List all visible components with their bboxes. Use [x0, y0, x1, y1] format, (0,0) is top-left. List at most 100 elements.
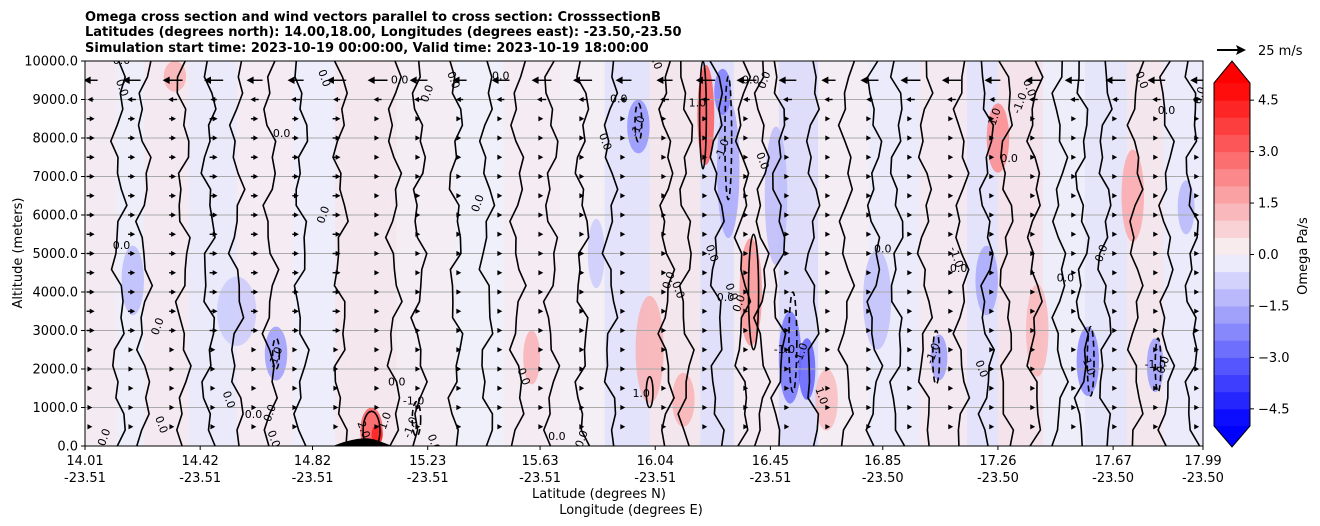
wind-vector — [948, 385, 954, 391]
wind-vector-head — [784, 173, 790, 180]
wind-vector — [989, 116, 995, 122]
wind-vector-head — [866, 116, 872, 122]
wind-vector — [538, 347, 544, 353]
wind-vector-head — [335, 212, 341, 218]
wind-vector — [989, 347, 995, 353]
wind-vector-head — [620, 270, 626, 276]
contour-zero-line — [1073, 61, 1090, 446]
wind-vector-head — [743, 96, 748, 103]
wind-vector — [251, 366, 257, 372]
wind-vector-head — [415, 212, 421, 218]
wind-vector — [122, 76, 141, 84]
wind-vector-head — [1071, 270, 1077, 276]
wind-vector — [250, 193, 259, 199]
contour-label: 0.0 — [265, 428, 283, 449]
colorbar-segment — [1214, 100, 1250, 118]
wind-vector — [251, 404, 257, 411]
wind-vector — [86, 327, 95, 334]
wind-vector-head — [130, 193, 136, 199]
wind-vector-head — [87, 404, 93, 411]
colorbar-outline — [1213, 60, 1251, 448]
wind-vector — [784, 154, 790, 160]
wind-vector — [292, 308, 299, 314]
wind-vector — [743, 385, 749, 391]
wind-vector-head — [333, 424, 339, 430]
wind-vector-head — [292, 347, 298, 353]
wind-vector-head — [415, 366, 421, 372]
wind-vector-head — [128, 424, 134, 430]
wind-vector — [1194, 385, 1200, 391]
wind-vector — [661, 385, 667, 391]
wind-vector-head — [825, 366, 831, 372]
wind-vector-head — [615, 76, 623, 84]
wind-vector-head — [1153, 424, 1159, 430]
contour-zero-line — [1097, 61, 1113, 446]
wind-vector — [169, 404, 175, 411]
wind-vector — [619, 96, 628, 103]
wind-vector — [497, 173, 503, 180]
wind-vector — [128, 193, 136, 199]
wind-vector-head — [579, 347, 585, 353]
wind-vector — [497, 135, 503, 141]
colorbar-segment — [1214, 168, 1250, 187]
wind-vector-head — [989, 270, 995, 276]
wind-vector — [989, 270, 995, 276]
wind-vector-head — [620, 193, 626, 199]
wind-vectors — [85, 76, 1203, 430]
wind-vector — [1071, 327, 1077, 334]
wind-vector-head — [1112, 385, 1118, 391]
wind-vector-head — [825, 250, 831, 257]
wind-vector — [374, 308, 380, 314]
wind-vector-head — [1194, 385, 1200, 391]
wind-vector — [250, 116, 259, 122]
wind-vector-head — [456, 116, 462, 122]
wind-vector — [538, 385, 544, 391]
wind-vector-head — [538, 327, 544, 334]
contour-label: 0.0 — [444, 70, 462, 91]
wind-vector-head — [579, 116, 585, 122]
wind-vector — [907, 231, 913, 237]
wind-vector — [866, 385, 872, 391]
contour-zero-line — [384, 61, 403, 446]
wind-vector-head — [415, 308, 421, 314]
wind-vector — [332, 289, 341, 295]
wind-vector-head — [128, 347, 134, 353]
wind-vector — [702, 154, 708, 160]
wind-vector — [989, 327, 995, 334]
wind-vector-head — [948, 135, 954, 141]
colorbar-segment — [1214, 323, 1250, 341]
wind-vector-head — [825, 116, 831, 122]
omega-anomaly — [217, 276, 257, 346]
wind-vector — [907, 347, 913, 353]
wind-vector — [209, 270, 218, 276]
wind-vector — [1112, 250, 1118, 257]
wind-vector — [169, 193, 177, 199]
wind-vector-head — [866, 308, 872, 314]
wind-vector — [579, 385, 585, 391]
wind-vector — [784, 193, 790, 199]
contour-label: -1.0 — [403, 395, 424, 408]
contour-zero-line — [1184, 61, 1201, 446]
wind-vector — [1112, 347, 1118, 353]
wind-vector-head — [866, 250, 872, 257]
wind-vector — [538, 404, 544, 411]
wind-vector — [250, 96, 259, 103]
wind-vector-head — [825, 173, 831, 180]
omega-anomaly — [1177, 180, 1195, 235]
wind-vector-head — [1153, 308, 1159, 314]
wind-vector-head — [948, 250, 954, 257]
wind-vector — [128, 231, 136, 237]
wind-vector-head — [661, 366, 667, 372]
wind-vector-head — [1153, 270, 1159, 276]
wind-vector — [1153, 212, 1159, 218]
wind-vector-head — [374, 404, 380, 411]
contour-label: 0.0 — [1158, 104, 1176, 117]
wind-vector-head — [743, 173, 749, 180]
contour-label: 0.0 — [703, 243, 721, 264]
wind-vector-head — [1030, 270, 1036, 276]
wind-vector-head — [1030, 308, 1036, 314]
wind-vector-head — [825, 231, 831, 237]
wind-vector-head — [1071, 308, 1077, 314]
wind-vector — [1194, 193, 1200, 199]
wind-vector-head — [661, 250, 667, 257]
